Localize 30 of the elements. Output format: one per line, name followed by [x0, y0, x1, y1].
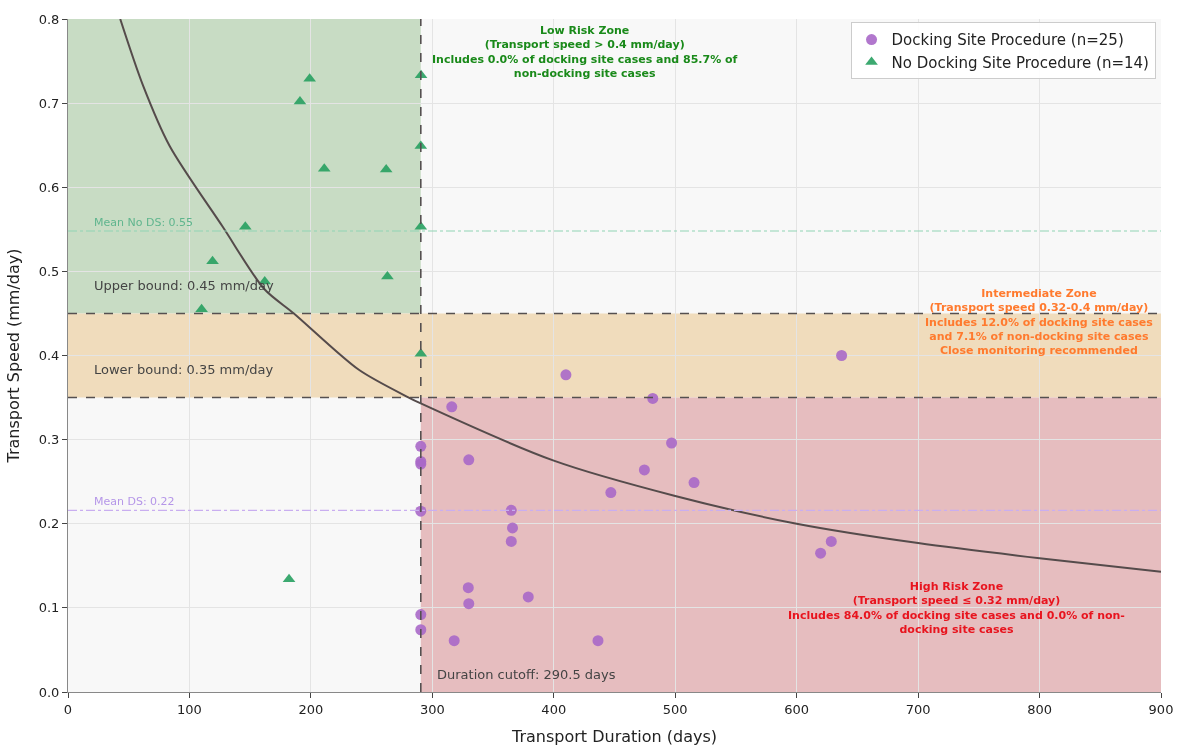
x-tick-label: 400 [541, 701, 567, 717]
x-tick-label: 300 [419, 701, 445, 717]
ref-line-label: Duration cutoff: 290.5 days [437, 667, 616, 682]
x-tick-label: 600 [784, 701, 810, 717]
y-tick-label: 0.6 [38, 179, 60, 195]
y-tick-label: 0.5 [38, 263, 60, 279]
y-axis-title: Transport Speed (mm/day) [3, 248, 23, 464]
x-tick-label: 100 [177, 701, 202, 717]
y-tick-label: 0.3 [38, 432, 60, 448]
x-tick-label: 200 [298, 701, 324, 717]
x-tick-label: 0 [63, 701, 73, 717]
x-tick-label: 900 [1148, 701, 1174, 717]
y-tick-label: 0.1 [38, 600, 60, 616]
y-tick-label: 0.8 [38, 11, 60, 27]
y-tick-label: 0.7 [38, 95, 60, 111]
x-axis-title: Transport Duration (days) [511, 727, 717, 747]
y-tick-label: 0.4 [38, 348, 60, 364]
y-tick-label: 0.2 [38, 516, 60, 532]
ref-line-label: Mean No DS: 0.55 [94, 216, 194, 229]
annotation: High Risk Zone (Transport speed ≤ 0.32 mm/day) Includes 84.0% of docking site cases and 0.0% of non- docking site cases [788, 580, 1125, 636]
legend-label: Docking Site Procedure (n=25) [891, 31, 1124, 50]
ref-line-label: Lower bound: 0.35 mm/day [94, 362, 274, 377]
annotation: Intermediate Zone (Transport speed 0.32-0.4 mm/day) Includes 12.0% of docking site cases and 7.1% of non-docking site cases Close monitoring recommended [925, 287, 1154, 358]
x-tick-label: 800 [1027, 701, 1052, 717]
x-tick-label: 700 [905, 701, 931, 717]
legend-label: No Docking Site Procedure (n=14) [891, 53, 1149, 72]
x-tick-label: 500 [662, 701, 688, 717]
y-tick-label: 0.0 [38, 684, 60, 700]
annotation: Low Risk Zone (Transport speed > 0.4 mm/day) Includes 0.0% of docking site cases and 85.7% of non-docking site cases [432, 24, 738, 80]
ref-line-label: Mean DS: 0.22 [94, 495, 175, 508]
